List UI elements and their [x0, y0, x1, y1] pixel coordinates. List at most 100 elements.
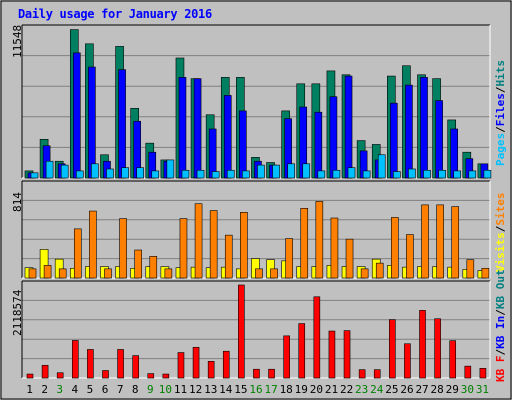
legend-entry: Hits [494, 60, 507, 87]
legend-entry: Pages [494, 132, 507, 166]
x-tick-label-3: 3 [56, 383, 63, 396]
files-bar-day-7 [118, 69, 126, 179]
legend-entry: KB Out [494, 269, 507, 310]
sites-bar-day-15 [240, 212, 248, 279]
sites-bar-day-1 [28, 268, 37, 279]
pages-bar-day-11 [181, 169, 190, 179]
top-ymax-label: 11548 [11, 24, 24, 58]
x-tick-label-16: 16 [249, 383, 262, 396]
pages-bar-day-26 [408, 168, 416, 179]
kb-bar-day-23 [358, 369, 366, 379]
x-tick-label-10: 10 [159, 383, 172, 396]
kb-bar-day-27 [419, 310, 426, 379]
x-tick-label-27: 27 [415, 383, 428, 396]
sites-bar-day-27 [421, 204, 429, 279]
kb-bar-day-17 [268, 368, 275, 379]
legend-entry: KB In [494, 315, 507, 349]
kb-bar-day-7 [117, 349, 124, 379]
pages-bar-day-30 [468, 170, 477, 179]
kb-bar-day-31 [479, 368, 487, 379]
sites-bar-day-12 [194, 203, 203, 279]
kb-bar-day-16 [253, 368, 260, 379]
legend-entry: / [494, 225, 507, 233]
sites-bar-day-22 [345, 238, 354, 279]
sites-bar-day-26 [406, 234, 414, 279]
x-tick-label-29: 29 [446, 383, 459, 396]
pages-bar-day-17 [272, 164, 280, 179]
kb-bar-day-25 [389, 319, 396, 379]
sites-bar-day-29 [451, 206, 460, 279]
kb-bar-day-11 [177, 352, 185, 379]
files-bar-day-20 [314, 111, 323, 179]
x-tick-label-25: 25 [385, 383, 398, 396]
legend-entry: / [494, 126, 507, 133]
kb-bar-day-12 [192, 346, 200, 379]
pages-bar-day-13 [211, 171, 220, 179]
files-bar-day-4 [72, 52, 81, 179]
kb-bar-day-4 [71, 340, 79, 379]
x-tick-label-18: 18 [280, 383, 293, 396]
files-bar-day-21 [329, 96, 338, 179]
kb-bar-day-2 [41, 364, 49, 379]
x-tick-label-30: 30 [461, 383, 474, 396]
legend-entry: Sites [494, 192, 507, 226]
kb-bar-day-9 [147, 373, 155, 379]
pages-bar-day-8 [136, 167, 144, 179]
x-tick-label-14: 14 [219, 383, 233, 396]
chart-title: Daily usage for January 2016 [18, 7, 212, 21]
x-tick-label-8: 8 [132, 383, 139, 396]
kb-bar-day-20 [313, 296, 321, 379]
sites-bar-day-16 [255, 268, 263, 279]
x-tick-label-26: 26 [400, 383, 413, 396]
files-bar-day-11 [178, 77, 187, 179]
pages-bar-day-22 [347, 167, 356, 179]
kb-bar-day-28 [434, 318, 441, 379]
pages-bar-day-2 [45, 160, 54, 179]
legend-entry: KB F [494, 355, 507, 383]
pages-bar-day-5 [91, 163, 99, 179]
sites-bar-day-3 [58, 268, 67, 279]
sites-bar-day-25 [391, 217, 399, 279]
pages-bar-day-3 [60, 164, 69, 179]
bottom-plot-area [22, 281, 490, 378]
sites-bar-day-21 [330, 217, 339, 279]
middle-legend: Visits/Sites [494, 193, 507, 273]
pages-bar-day-9 [151, 170, 160, 179]
x-tick-label-6: 6 [102, 383, 109, 396]
legend-entry: / [494, 348, 507, 356]
pages-bar-day-16 [257, 164, 265, 179]
sites-bar-day-17 [270, 268, 278, 279]
files-bar-day-27 [420, 77, 428, 179]
sites-bar-day-20 [315, 201, 324, 279]
x-tick-label-11: 11 [174, 383, 187, 396]
x-tick-label-24: 24 [370, 383, 384, 396]
sites-bar-day-31 [481, 267, 490, 279]
sites-bar-day-9 [149, 255, 158, 279]
kb-bar-day-8 [132, 355, 139, 379]
bottom-ymax-label: 2118574 [11, 289, 24, 336]
kb-bar-day-24 [373, 369, 381, 379]
legend-entry: / [494, 86, 507, 94]
legend-entry: Files [494, 93, 507, 127]
middle-ymax-label: 814 [11, 192, 24, 212]
files-bar-day-26 [405, 84, 413, 179]
x-tick-label-31: 31 [476, 383, 489, 396]
kb-bar-day-3 [56, 372, 64, 379]
x-tick-label-1: 1 [26, 383, 33, 396]
kb-bar-day-19 [298, 323, 306, 379]
x-tick-label-4: 4 [72, 383, 79, 396]
x-tick-label-28: 28 [431, 383, 444, 396]
sites-bar-day-28 [436, 204, 444, 279]
x-tick-label-20: 20 [310, 383, 323, 396]
files-bar-day-28 [435, 100, 443, 179]
pages-bar-day-27 [423, 169, 431, 179]
sites-bar-day-5 [89, 210, 97, 279]
pages-bar-day-21 [332, 169, 341, 179]
bottom-legend: KB F/KB In/KB Out [494, 269, 507, 382]
kb-bar-day-22 [343, 330, 351, 379]
x-tick-label-22: 22 [340, 383, 353, 396]
pages-bar-day-23 [362, 170, 371, 179]
